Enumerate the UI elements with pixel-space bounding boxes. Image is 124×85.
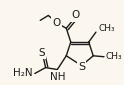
Text: S: S — [39, 48, 45, 58]
Text: NH: NH — [50, 71, 65, 82]
Text: O: O — [52, 18, 61, 28]
Text: CH₃: CH₃ — [99, 24, 115, 33]
Text: S: S — [78, 62, 85, 72]
Text: H₂N: H₂N — [13, 69, 33, 78]
Text: O: O — [71, 10, 79, 20]
Text: CH₃: CH₃ — [106, 52, 122, 61]
